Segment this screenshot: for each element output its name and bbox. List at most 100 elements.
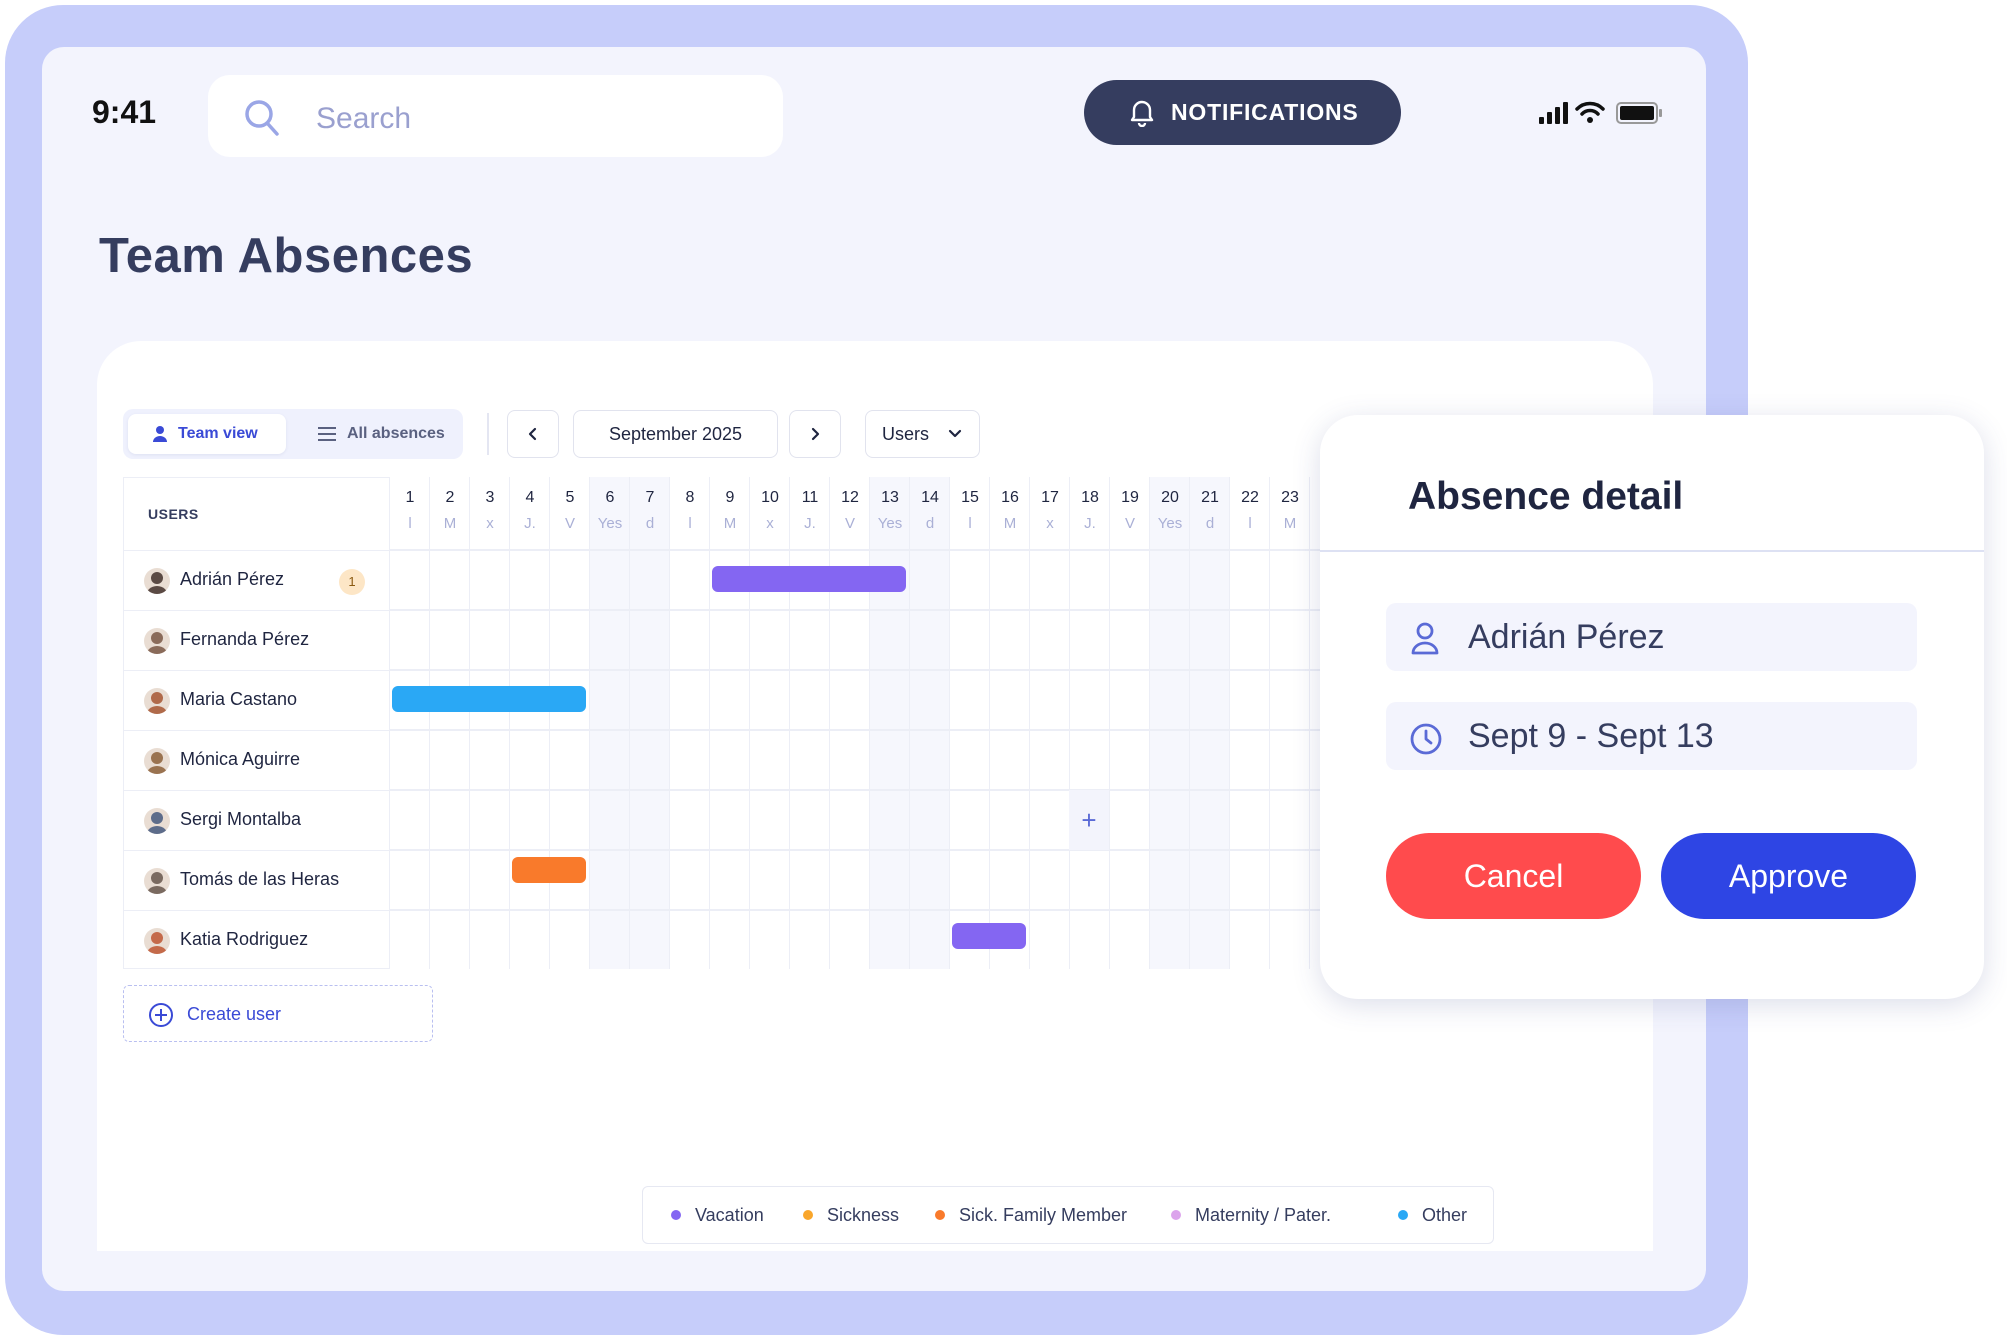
day-number: 17 [1041, 489, 1059, 506]
day-number: 3 [485, 489, 495, 506]
absence-calendar-grid: USERS Adrián Pérez 1 Fernanda Pérez Maria C… [123, 477, 1423, 969]
absence-bar[interactable] [952, 923, 1026, 949]
day-column: 16 M [989, 477, 1029, 969]
chevron-left-icon [528, 427, 537, 441]
day-number: 13 [881, 489, 899, 506]
row-divider [389, 789, 1423, 791]
day-number: 11 [801, 489, 819, 506]
cancel-button[interactable]: Cancel [1386, 833, 1641, 919]
legend-dot [935, 1210, 945, 1220]
page-title: Team Absences [99, 229, 474, 283]
absence-bar[interactable] [512, 857, 586, 883]
create-user-button[interactable]: Create user [123, 985, 433, 1042]
user-row[interactable]: Sergi Montalba [124, 790, 390, 850]
day-column: 18 J. [1069, 477, 1109, 969]
day-letter: V [1124, 515, 1135, 532]
chevron-down-icon [948, 429, 962, 438]
day-column: 21 d [1189, 477, 1229, 969]
user-row[interactable]: Mónica Aguirre [124, 730, 390, 790]
day-letter: l [1248, 515, 1252, 532]
user-icon [153, 426, 167, 442]
day-number: 12 [841, 489, 859, 506]
day-letter: V [844, 515, 855, 532]
day-column: 13 Yes [869, 477, 909, 969]
bell-icon [1128, 97, 1156, 132]
view-toggle: Team view All absences [123, 409, 463, 459]
user-row[interactable]: Adrián Pérez 1 [124, 550, 390, 610]
day-number: 23 [1281, 489, 1299, 506]
all-absences-tab[interactable]: All absences [293, 414, 458, 454]
avatar [144, 748, 170, 774]
day-number: 7 [645, 489, 655, 506]
day-number: 9 [725, 489, 735, 506]
all-absences-label: All absences [347, 425, 445, 442]
day-column: 20 Yes [1149, 477, 1189, 969]
user-name: Fernanda Pérez [180, 629, 310, 649]
day-letter: x [766, 515, 774, 532]
user-name: Maria Castano [180, 689, 298, 709]
row-divider [389, 909, 1423, 911]
user-row[interactable]: Fernanda Pérez [124, 610, 390, 670]
users-dropdown[interactable]: Users [865, 410, 980, 458]
add-absence-cell[interactable]: + [1069, 790, 1109, 850]
legend-label: Vacation [695, 1205, 764, 1225]
day-letter: J. [524, 515, 536, 532]
search-input[interactable]: Search [208, 75, 783, 157]
day-letter: d [645, 515, 655, 532]
day-letter: Yes [1157, 515, 1183, 532]
day-column: 12 V [829, 477, 869, 969]
absence-user-name: Adrián Pérez [1468, 618, 1665, 656]
day-number: 18 [1081, 489, 1099, 506]
dialog-title: Absence detail [1408, 475, 1684, 518]
user-name: Adrián Pérez [180, 569, 285, 589]
approve-button[interactable]: Approve [1661, 833, 1916, 919]
toolbar-divider [487, 413, 489, 455]
month-selector[interactable]: September 2025 [573, 410, 778, 458]
day-number: 15 [961, 489, 979, 506]
absence-bar[interactable] [392, 686, 586, 712]
legend-label: Sickness [827, 1205, 900, 1225]
absence-detail-dialog: Absence detail Adrián Pérez Sept 9 - Sep… [1320, 415, 1984, 999]
user-row[interactable]: Tomás de las Heras [124, 850, 390, 910]
prev-month-button[interactable] [507, 410, 559, 458]
notifications-button[interactable]: NOTIFICATIONS [1084, 80, 1401, 145]
team-view-label: Team view [178, 425, 258, 442]
row-divider [389, 849, 1423, 851]
plus-circle-icon [149, 1003, 173, 1027]
day-letter: l [688, 515, 692, 532]
row-divider [389, 669, 1423, 671]
absence-dates-field: Sept 9 - Sept 13 [1386, 702, 1917, 770]
absence-bar[interactable] [712, 566, 906, 592]
clock-icon [1410, 723, 1442, 755]
day-number: 19 [1121, 489, 1139, 506]
day-column: 23 M [1269, 477, 1309, 969]
search-placeholder: Search [316, 102, 412, 135]
avatar [144, 688, 170, 714]
day-number: 4 [525, 489, 535, 506]
day-number: 14 [921, 489, 939, 506]
avatar [144, 928, 170, 954]
team-view-tab[interactable]: Team view [128, 414, 286, 454]
day-letter: M [1003, 515, 1017, 532]
user-row[interactable]: Katia Rodriguez [124, 910, 390, 969]
users-column-header: USERS [148, 506, 199, 522]
day-column: 6 Yes [589, 477, 629, 969]
day-column: 19 V [1109, 477, 1149, 969]
next-month-button[interactable] [789, 410, 841, 458]
day-number: 20 [1161, 489, 1179, 506]
avatar [144, 568, 170, 594]
user-row[interactable]: Maria Castano [124, 670, 390, 730]
day-column: 4 J. [509, 477, 549, 969]
status-time: 9:41 [92, 94, 157, 130]
dialog-divider [1320, 550, 1984, 552]
row-divider [389, 609, 1423, 611]
day-column: 10 x [749, 477, 789, 969]
list-icon [318, 427, 336, 441]
legend-dot [671, 1210, 681, 1220]
signal-wifi-battery-icon [1539, 101, 1662, 124]
